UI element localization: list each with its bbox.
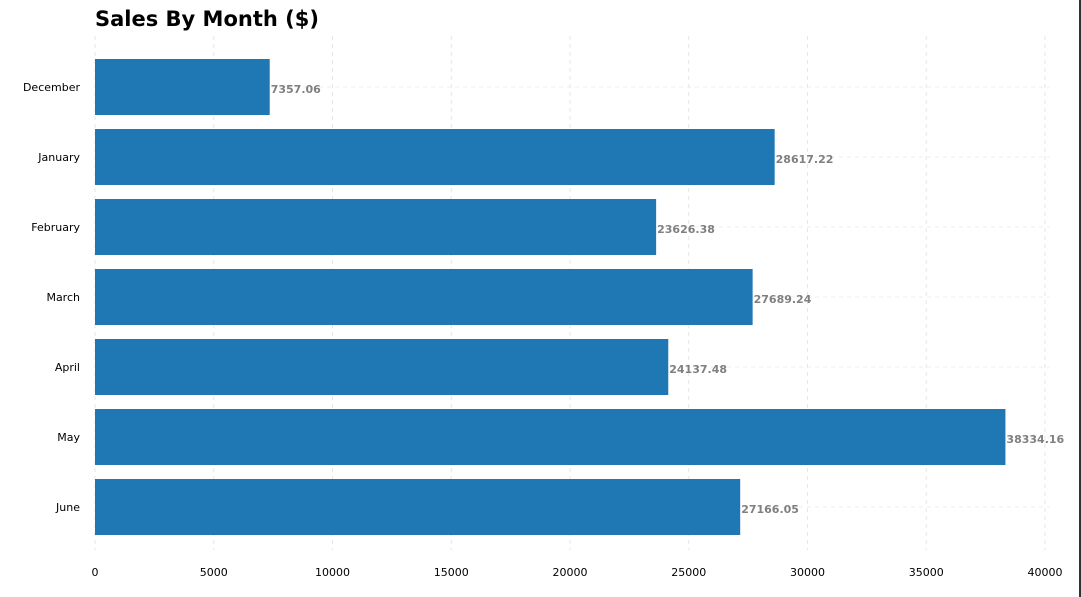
- data-label-april: 24137.48: [669, 363, 727, 376]
- category-label-april: April: [55, 361, 80, 374]
- data-label-february: 23626.38: [657, 223, 715, 236]
- x-tick-label: 5000: [200, 566, 228, 579]
- x-tick-label: 30000: [790, 566, 825, 579]
- category-label-june: June: [55, 501, 80, 514]
- data-label-january: 28617.22: [776, 153, 834, 166]
- bar-march: [95, 269, 753, 325]
- x-tick-label: 10000: [315, 566, 350, 579]
- category-label-january: January: [37, 151, 80, 164]
- category-labels: December January February March April May June: [23, 81, 81, 514]
- category-label-december: December: [23, 81, 81, 94]
- x-tick-label: 15000: [434, 566, 469, 579]
- bar-december: [95, 59, 270, 115]
- x-tick-label: 20000: [553, 566, 588, 579]
- bar-june: [95, 479, 741, 535]
- bar-january: [95, 129, 775, 185]
- category-label-february: February: [31, 221, 80, 234]
- bar-april: [95, 339, 669, 395]
- x-tick-label: 35000: [909, 566, 944, 579]
- data-label-december: 7357.06: [271, 83, 321, 96]
- data-label-june: 27166.05: [741, 503, 799, 516]
- chart-title: Sales By Month ($): [95, 7, 319, 31]
- data-label-march: 27689.24: [754, 293, 812, 306]
- data-label-may: 38334.16: [1006, 433, 1064, 446]
- right-edge-line: [1079, 0, 1081, 597]
- category-label-may: May: [57, 431, 80, 444]
- bar-layer: [95, 59, 1006, 535]
- category-label-march: March: [46, 291, 80, 304]
- data-labels: 7357.06 28617.22 23626.38 27689.24 24137.48 3…: [271, 83, 1065, 516]
- x-tick-label: 25000: [671, 566, 706, 579]
- bar-february: [95, 199, 657, 255]
- x-tick-label: 40000: [1028, 566, 1063, 579]
- x-tick-labels: 0 5000 10000 15000 20000 25000 30000 35000 40000: [92, 566, 1063, 579]
- bar-may: [95, 409, 1006, 465]
- x-tick-label: 0: [92, 566, 99, 579]
